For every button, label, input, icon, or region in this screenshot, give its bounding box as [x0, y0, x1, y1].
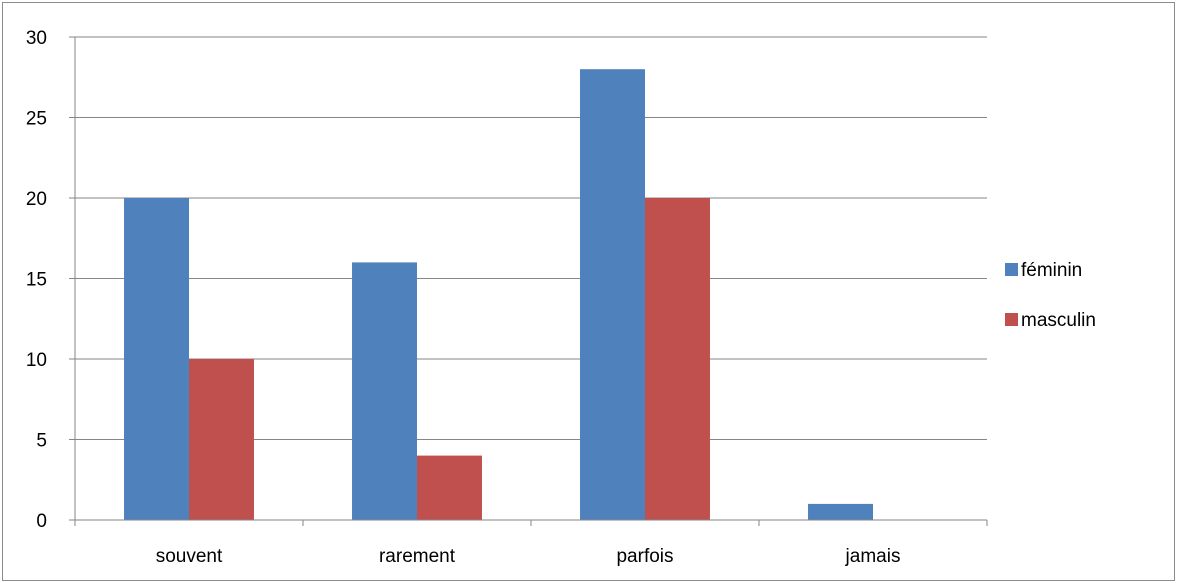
x-tick-label: parfois: [616, 546, 673, 567]
bar-jamais-féminin: [808, 503, 873, 520]
legend-swatch: [1005, 313, 1018, 326]
legend: féminin masculin: [1005, 260, 1096, 331]
legend-label: féminin: [1021, 260, 1082, 281]
y-tick-label: 5: [36, 431, 47, 452]
y-tick-label: 15: [26, 270, 47, 291]
x-tick-label: jamais: [845, 546, 901, 567]
y-tick-label: 30: [26, 28, 47, 49]
x-tick-label: souvent: [156, 546, 223, 567]
bar-rarement-féminin: [352, 262, 417, 520]
axes: 0 5 10 15 20 25 30 souvent rarement parfois jamais: [26, 28, 988, 567]
y-tick-label: 20: [26, 189, 47, 210]
bar-parfois-masculin: [645, 198, 710, 520]
y-tick-label: 25: [26, 109, 47, 130]
bar-souvent-féminin: [124, 198, 189, 520]
bar-rarement-masculin: [417, 455, 482, 520]
bars: [124, 69, 873, 520]
y-tick-label: 10: [26, 350, 47, 371]
legend-swatch: [1005, 263, 1018, 276]
x-tick-label: rarement: [379, 546, 456, 567]
legend-label: masculin: [1021, 310, 1096, 331]
y-tick-label: 0: [36, 511, 47, 532]
bar-parfois-féminin: [580, 69, 645, 520]
bar-souvent-masculin: [189, 359, 254, 520]
